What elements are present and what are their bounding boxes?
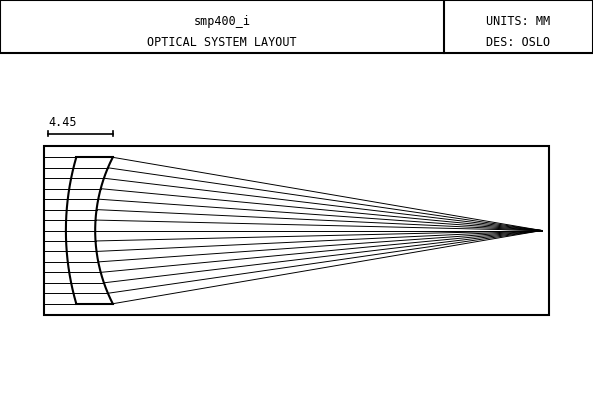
Text: DES: OSLO: DES: OSLO: [486, 36, 550, 49]
Text: 4.45: 4.45: [48, 116, 77, 129]
Text: OPTICAL SYSTEM LAYOUT: OPTICAL SYSTEM LAYOUT: [147, 36, 296, 49]
Text: smp400_i: smp400_i: [193, 15, 250, 28]
Bar: [44, 146, 549, 315]
Text: UNITS: MM: UNITS: MM: [486, 15, 550, 28]
